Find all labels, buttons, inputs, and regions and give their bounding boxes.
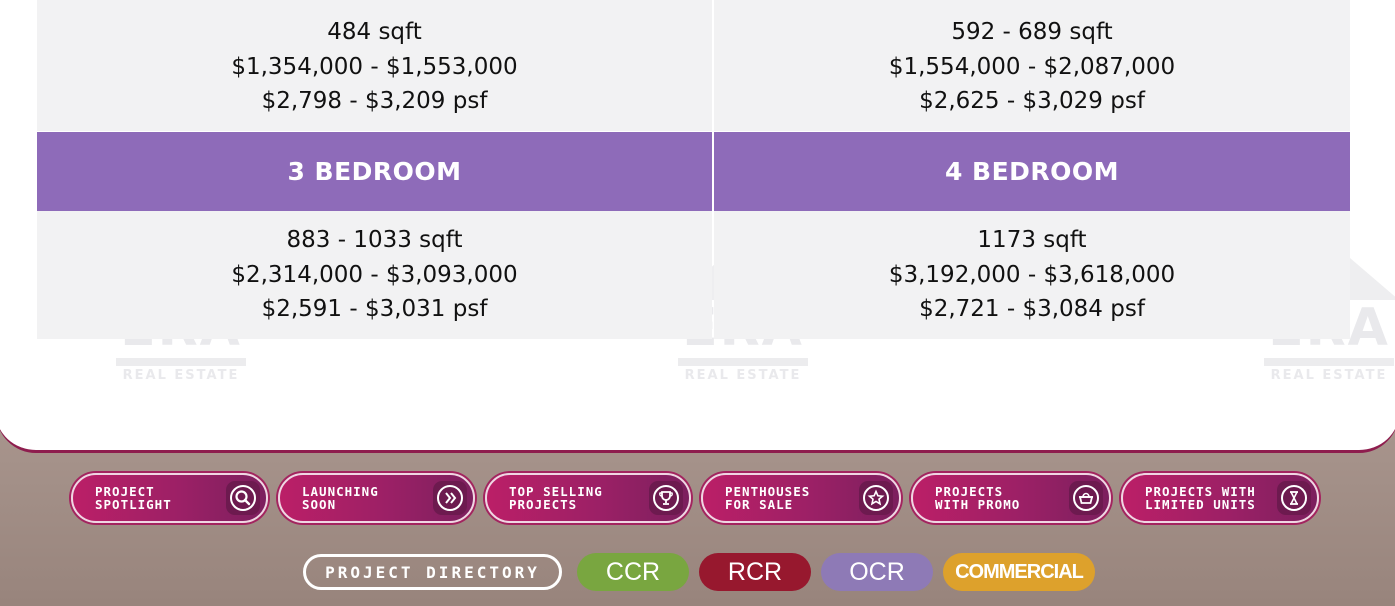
unit-price-range: $2,314,000 - $3,093,000: [231, 261, 518, 288]
launching-soon-button[interactable]: LAUNCHING SOON: [278, 473, 475, 523]
unit-psf-range: $2,721 - $3,084 psf: [919, 296, 1145, 322]
search-icon: [226, 481, 260, 515]
unit-cell-2br-premium: 592 - 689 sqft $1,554,000 - $2,087,000 $…: [714, 0, 1350, 131]
projects-with-promo-button[interactable]: PROJECTS WITH PROMO: [911, 473, 1111, 523]
unit-size: 592 - 689 sqft: [951, 19, 1113, 45]
pricing-card: ERAREAL ESTATE ERAREAL ESTATE ERAREAL ES…: [0, 0, 1395, 453]
unit-size: 484 sqft: [327, 19, 422, 45]
header-4-bedroom: 4 BEDROOM: [714, 131, 1350, 211]
unit-price-range: $1,354,000 - $1,553,000: [231, 53, 518, 80]
project-spotlight-button[interactable]: PROJECT SPOTLIGHT: [71, 473, 268, 523]
unit-price-range: $3,192,000 - $3,618,000: [888, 261, 1176, 288]
top-selling-projects-button[interactable]: TOP SELLING PROJECTS: [485, 473, 691, 523]
project-directory-button[interactable]: PROJECT DIRECTORY: [303, 554, 562, 590]
unit-price-table: 484 sqft $1,354,000 - $1,553,000 $2,798 …: [37, 0, 1350, 339]
unit-size: 883 - 1033 sqft: [286, 227, 463, 253]
region-ocr-button[interactable]: OCR: [821, 553, 933, 591]
unit-psf-range: $2,798 - $3,209 psf: [261, 88, 488, 114]
region-ccr-button[interactable]: CCR: [577, 553, 689, 591]
unit-size: 1173 sqft: [977, 227, 1087, 253]
project-nav-buttons: PROJECT SPOTLIGHT LAUNCHING SOON TOP SEL…: [71, 473, 1319, 523]
unit-cell-2br: 484 sqft $1,354,000 - $1,553,000 $2,798 …: [37, 0, 712, 131]
penthouses-for-sale-button[interactable]: PENTHOUSES FOR SALE: [701, 473, 901, 523]
basket-icon: [1069, 481, 1103, 515]
unit-psf-range: $2,625 - $3,029 psf: [919, 88, 1145, 114]
unit-psf-range: $2,591 - $3,031 psf: [261, 296, 488, 322]
unit-cell-4br: 1173 sqft $3,192,000 - $3,618,000 $2,721…: [714, 211, 1350, 339]
trophy-icon: [649, 481, 683, 515]
double-chevron-right-icon: [433, 481, 467, 515]
header-3-bedroom: 3 BEDROOM: [37, 131, 712, 211]
region-rcr-button[interactable]: RCR: [699, 553, 811, 591]
unit-price-range: $1,554,000 - $2,087,000: [888, 53, 1176, 80]
projects-with-limited-units-button[interactable]: PROJECTS WITH LIMITED UNITS: [1121, 473, 1319, 523]
commercial-button[interactable]: COMMERCIAL: [943, 553, 1095, 591]
region-filter-row: PROJECT DIRECTORY CCR RCR OCR COMMERCIAL: [303, 553, 1095, 591]
unit-cell-3br: 883 - 1033 sqft $2,314,000 - $3,093,000 …: [37, 211, 712, 339]
star-icon: [859, 481, 893, 515]
hourglass-icon: [1277, 481, 1311, 515]
